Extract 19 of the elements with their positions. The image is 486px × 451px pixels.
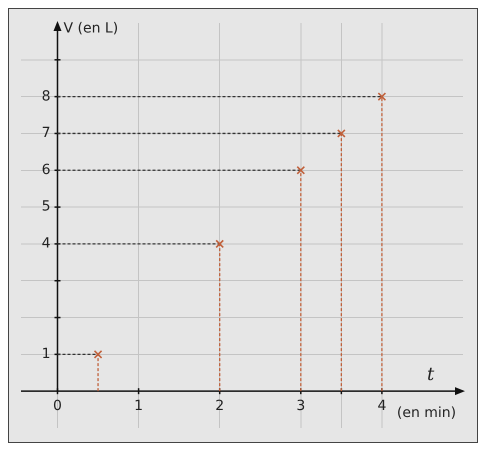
x-axis-title: t [426,364,435,385]
y-tick-label: 4 [42,236,51,252]
annotation: (en min) [396,404,456,421]
x-tick-label: 4 [377,398,386,414]
y-tick-label: 1 [42,346,50,362]
point [215,240,224,248]
y-tick-label: 7 [42,125,50,142]
x-tick-label: 1 [134,398,144,414]
y-axis-title: V (en L) [63,20,118,37]
x-tick-label: 0 [53,398,62,414]
point [378,92,386,101]
point [94,350,102,359]
y-tick-label: 8 [42,88,50,104]
x-tick-label: 2 [215,398,224,414]
y-tick-label: 5 [42,198,50,215]
y-tick-label: 6 [42,162,51,178]
point [296,166,306,175]
point [337,129,346,138]
x-tick-label: 3 [296,398,306,414]
